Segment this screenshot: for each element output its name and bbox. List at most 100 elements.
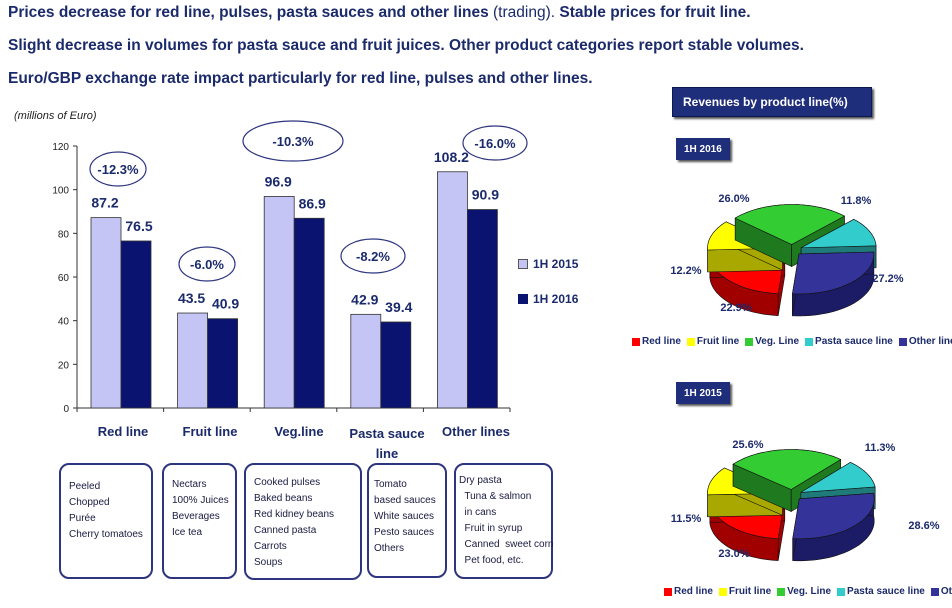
swatch-other [898, 337, 907, 346]
headline-prices-bold: Prices decrease for red line, pulses, pa… [8, 4, 489, 21]
headline-prices-bold2: Stable prices for fruit line. [555, 4, 751, 21]
pie-value-label: 23.0% [718, 548, 749, 560]
product-item: Canned pasta [254, 525, 317, 536]
change-label: -12.3% [97, 162, 139, 177]
bar-value-label: 39.4 [385, 299, 412, 315]
bar-value-label: 96.9 [265, 173, 292, 189]
pie-legend-label: Red line [674, 586, 713, 597]
swatch-fruit [686, 337, 695, 346]
bar-1h-2015-4 [436, 171, 468, 409]
legend-1h2016: 1H 2016 [518, 292, 578, 306]
product-box-other: Dry pasta Tuna & salmon in cans Fruit in… [454, 463, 554, 579]
product-item: 100% Juices [172, 495, 229, 506]
change-label: -6.0% [190, 257, 224, 272]
pie-slice-top [800, 462, 876, 493]
change-ellipse [462, 125, 528, 161]
swatch-other [930, 587, 939, 596]
pie-slice-other-lines [792, 492, 875, 562]
bar-value-label: 87.2 [91, 195, 118, 211]
category-label-pasta-line1: Pasta sauce [349, 426, 425, 441]
product-item: in cans [459, 507, 497, 518]
product-item: Fruit in syrup [459, 523, 523, 534]
y-tick-label: 100 [52, 186, 69, 197]
pie-legend-label: Veg. Line [787, 586, 832, 597]
pie-chart-2016: 22.9% 12.2% 26.0% 11.8% 27.2% [670, 193, 904, 317]
product-item: Carrots [254, 541, 287, 552]
pie-legend-item-fruit: Fruit line [686, 336, 739, 347]
pie-value-label: 28.6% [908, 520, 939, 532]
product-item: Nectars [172, 479, 207, 490]
product-item: Pesto sauces [374, 527, 435, 538]
product-item: Tuna & salmon [459, 491, 532, 502]
change-ellipse [178, 246, 236, 282]
product-item: Baked beans [254, 493, 313, 504]
change-label: -8.2% [356, 249, 390, 264]
pie-legend-2015: Red line Fruit line Veg. Line Pasta sauc… [664, 586, 952, 597]
y-tick-label: 120 [52, 142, 69, 153]
legend-1h2015: 1H 2015 [518, 257, 578, 271]
headline-fx: Euro/GBP exchange rate impact particular… [8, 70, 593, 87]
legend-swatch-2015 [518, 259, 528, 269]
pie-value-label: 26.0% [718, 193, 749, 205]
pie-slice-top [734, 204, 846, 245]
swatch-pasta [837, 587, 846, 596]
pie-legend-item-pasta: Pasta sauce line [837, 586, 925, 597]
pie-slice-top [732, 449, 842, 490]
y-tick-label: 60 [58, 273, 70, 284]
legend-label-2015: 1H 2015 [533, 257, 579, 271]
product-item: Cherry tomatoes [69, 529, 143, 540]
product-item: Pet food, etc. [459, 555, 524, 566]
pie-legend-item-red: Red line [664, 586, 713, 597]
pie-period-2015: 1H 2015 [676, 382, 730, 404]
pie-legend-label: Fruit line [728, 586, 772, 597]
bar-value-label: 86.9 [299, 195, 326, 211]
product-item: White sauces [374, 511, 435, 522]
legend-swatch-2016 [518, 294, 528, 304]
pie-value-label: 22.9% [720, 302, 751, 314]
revenues-title: Revenues by product line(%) [672, 87, 872, 117]
category-label-pasta: Pasta sauce line [342, 424, 432, 464]
change-ellipse [340, 238, 406, 274]
y-tick-label: 0 [63, 404, 69, 415]
swatch-red [664, 587, 672, 596]
pie-legend-item-other: Other lines [898, 336, 952, 347]
bar-1h-2015-2 [263, 196, 295, 409]
bar-1h-2015-1 [177, 312, 209, 409]
product-item: Dry pasta [459, 475, 502, 486]
product-box-veg: Cooked pulses Baked beans Red kidney bea… [244, 463, 362, 580]
product-item: Others [374, 543, 405, 554]
pie-value-label: 11.8% [841, 195, 872, 207]
pie-chart-2015: 23.0% 11.5% 25.6% 11.3% 28.6% [671, 439, 940, 562]
swatch-veg [745, 337, 754, 346]
product-item: Tomato [374, 479, 407, 490]
pie-legend-item-pasta: Pasta sauce line [805, 336, 893, 347]
swatch-fruit [718, 587, 727, 596]
bar-chart: 0 20 40 60 80 100 120 87.2 43.5 96.9 42.9 108.2 76.… [52, 120, 528, 415]
product-item: based sauces [374, 495, 436, 506]
bar-1h-2016-4 [466, 209, 498, 409]
product-item: Chopped [69, 497, 110, 508]
bar-1h-2015-0 [90, 217, 122, 409]
bar-value-label: 90.9 [472, 187, 499, 203]
pie-legend-item-veg: Veg. Line [777, 586, 831, 597]
bar-1h-2016-3 [380, 321, 412, 409]
category-label-pasta-line2: line [375, 446, 399, 461]
product-item: Soups [254, 557, 283, 568]
bar-1h-2015-3 [350, 313, 382, 409]
product-item: Peeled [69, 481, 101, 492]
change-ellipse [242, 120, 344, 162]
bar-value-label: 76.5 [125, 218, 152, 234]
bar-value-label: 42.9 [351, 291, 378, 307]
pie-slice-top [792, 251, 875, 295]
y-tick-label: 80 [58, 229, 70, 240]
pie-legend-item-fruit: Fruit line [718, 586, 772, 597]
category-label-other: Other lines [442, 424, 510, 439]
product-item: Red kidney beans [254, 509, 335, 520]
product-item: Cooked pulses [254, 477, 321, 488]
pie-value-label: 25.6% [732, 439, 763, 451]
pie-legend-item-other: Other lines [930, 586, 952, 597]
change-label: -10.3% [272, 134, 314, 149]
pie-legend-label: Pasta sauce line [847, 586, 925, 597]
swatch-veg [777, 587, 786, 596]
change-label: -16.0% [474, 136, 516, 151]
